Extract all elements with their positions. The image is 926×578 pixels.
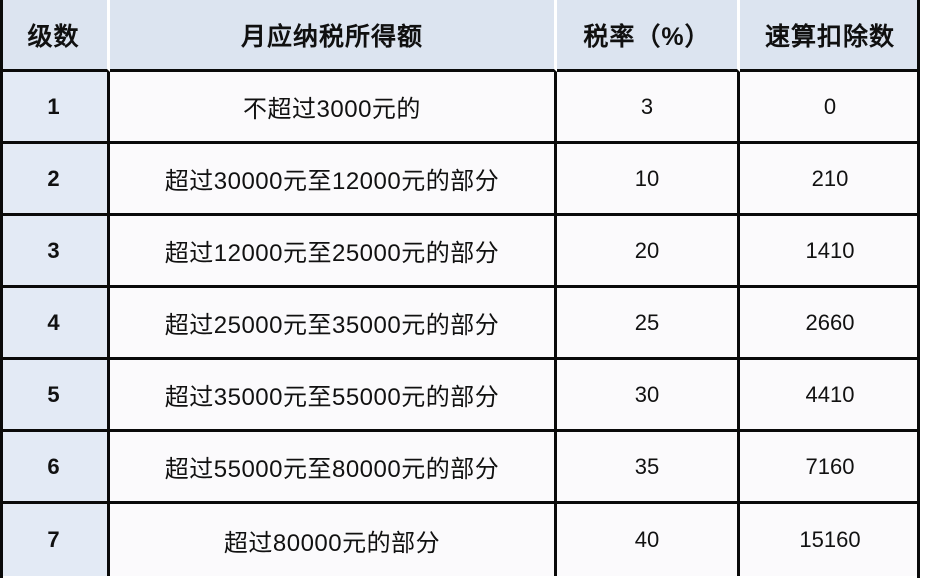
cell-deduction: 15160 bbox=[740, 504, 920, 576]
cell-level: 5 bbox=[0, 360, 110, 432]
cell-level: 7 bbox=[0, 504, 110, 576]
table-row: 3 超过12000元至25000元的部分 20 1410 bbox=[0, 216, 920, 288]
cell-income: 不超过3000元的 bbox=[110, 72, 557, 144]
cell-rate: 10 bbox=[557, 144, 740, 216]
cell-income: 超过35000元至55000元的部分 bbox=[110, 360, 557, 432]
cell-rate: 40 bbox=[557, 504, 740, 576]
cell-level: 1 bbox=[0, 72, 110, 144]
table-row: 1 不超过3000元的 3 0 bbox=[0, 72, 920, 144]
cell-deduction: 4410 bbox=[740, 360, 920, 432]
cell-level: 4 bbox=[0, 288, 110, 360]
cell-deduction: 1410 bbox=[740, 216, 920, 288]
column-header-income: 月应纳税所得额 bbox=[110, 0, 557, 72]
cell-level: 3 bbox=[0, 216, 110, 288]
cell-rate: 25 bbox=[557, 288, 740, 360]
cell-income: 超过12000元至25000元的部分 bbox=[110, 216, 557, 288]
column-header-deduction: 速算扣除数 bbox=[740, 0, 920, 72]
cell-rate: 35 bbox=[557, 432, 740, 504]
table-row: 2 超过30000元至12000元的部分 10 210 bbox=[0, 144, 920, 216]
header-row: 级数 月应纳税所得额 税率（%） 速算扣除数 bbox=[0, 0, 920, 72]
table-row: 4 超过25000元至35000元的部分 25 2660 bbox=[0, 288, 920, 360]
table-row: 7 超过80000元的部分 40 15160 bbox=[0, 504, 920, 576]
cell-deduction: 210 bbox=[740, 144, 920, 216]
table-row: 6 超过55000元至80000元的部分 35 7160 bbox=[0, 432, 920, 504]
cell-income: 超过80000元的部分 bbox=[110, 504, 557, 576]
cell-level: 6 bbox=[0, 432, 110, 504]
cell-rate: 30 bbox=[557, 360, 740, 432]
column-header-rate: 税率（%） bbox=[557, 0, 740, 72]
cell-income: 超过25000元至35000元的部分 bbox=[110, 288, 557, 360]
cell-level: 2 bbox=[0, 144, 110, 216]
cell-deduction: 0 bbox=[740, 72, 920, 144]
cell-deduction: 7160 bbox=[740, 432, 920, 504]
table-body: 1 不超过3000元的 3 0 2 超过30000元至12000元的部分 10 … bbox=[0, 72, 920, 576]
cell-rate: 3 bbox=[557, 72, 740, 144]
cell-rate: 20 bbox=[557, 216, 740, 288]
cell-income: 超过55000元至80000元的部分 bbox=[110, 432, 557, 504]
table-header: 级数 月应纳税所得额 税率（%） 速算扣除数 bbox=[0, 0, 920, 72]
cell-deduction: 2660 bbox=[740, 288, 920, 360]
cell-income: 超过30000元至12000元的部分 bbox=[110, 144, 557, 216]
table-row: 5 超过35000元至55000元的部分 30 4410 bbox=[0, 360, 920, 432]
column-header-level: 级数 bbox=[0, 0, 110, 72]
